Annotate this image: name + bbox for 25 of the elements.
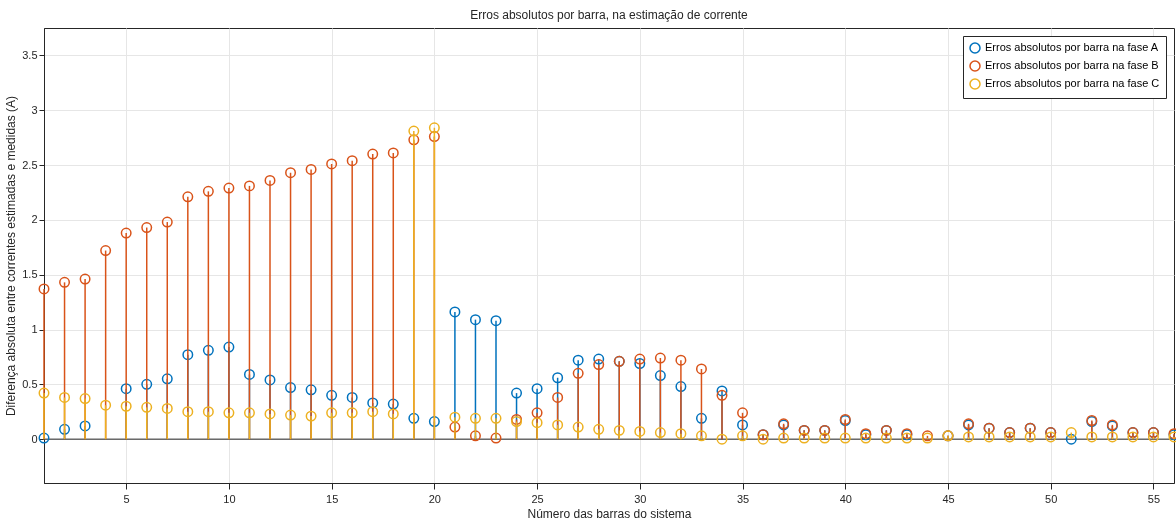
y-tick-label: 0 [31, 432, 38, 445]
y-tick-label: 3.5 [22, 48, 38, 61]
y-tick-label: 0.5 [22, 377, 38, 390]
x-tick-label: 10 [223, 492, 236, 505]
y-tick-label: 1 [31, 323, 38, 336]
x-tick-label: 45 [942, 492, 955, 505]
x-tick-label: 50 [1045, 492, 1058, 505]
x-tick-label: 40 [839, 492, 852, 505]
y-tick-label: 3 [31, 103, 38, 116]
legend-label: Erros absolutos por barra na fase A [985, 41, 1159, 53]
x-tick-label: 20 [428, 492, 441, 505]
y-tick-label: 2.5 [22, 158, 38, 171]
x-axis-title: Número das barras do sistema [527, 506, 692, 520]
legend-label: Erros absolutos por barra na fase B [985, 59, 1159, 71]
legend-label: Erros absolutos por barra na fase C [985, 77, 1160, 89]
x-tick-label: 5 [123, 492, 130, 505]
y-tick-label: 2 [31, 213, 38, 226]
chart-title: Erros absolutos por barra, na estimação de corrente [470, 8, 749, 22]
y-axis-title: Diferença absoluta entre correntes estimadas e medidas (A) [4, 95, 19, 417]
x-tick-label: 25 [531, 492, 544, 505]
x-tick-label: 15 [326, 492, 339, 505]
x-tick-label: 30 [634, 492, 647, 505]
y-tick-label: 1.5 [22, 268, 38, 281]
x-tick-label: 55 [1147, 492, 1161, 505]
x-tick-label: 35 [736, 492, 750, 505]
